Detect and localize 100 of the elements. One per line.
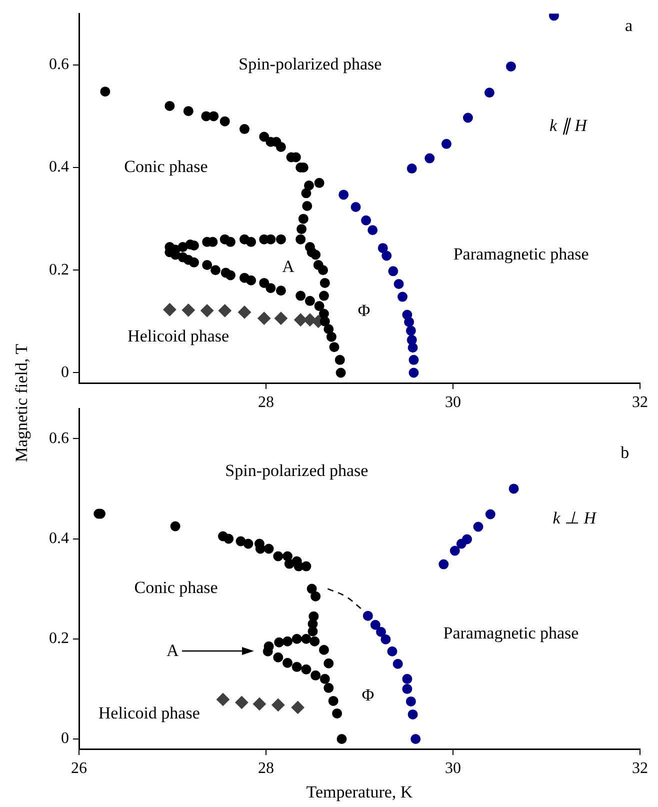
point [310,670,321,680]
point [406,164,417,174]
point [274,637,284,648]
annotation: b [620,443,630,462]
point [294,313,308,326]
x-tick-label: 30 [445,760,461,777]
point [243,538,254,549]
point [235,696,248,709]
point [410,734,421,744]
annotation: Spin-polarized phase [238,54,382,74]
point [408,354,419,365]
point [324,682,334,693]
annotation: Conic phase [124,157,208,176]
x-tick-label: 32 [632,394,648,411]
point [404,316,414,327]
point [441,138,452,149]
x-axis-title: Temperature, K [306,782,414,802]
point [376,626,386,637]
point [402,674,412,684]
point [224,534,234,544]
point [408,709,418,720]
point [462,534,472,544]
point [378,243,388,254]
point [402,684,412,694]
point [406,696,416,706]
point [291,700,304,714]
point [273,652,284,662]
point [310,591,321,602]
point [301,634,312,644]
y-tick-label: 0.4 [49,530,69,547]
x-tick-label: 28 [258,394,274,411]
point [292,662,302,672]
point [438,559,449,570]
point [382,250,392,261]
annotation: k ⊥ H [552,508,598,528]
point [368,225,378,236]
point [320,674,330,684]
point [310,636,320,646]
point [408,342,418,353]
x-tick-label: 28 [258,760,274,777]
annotation: Helicoid phase [128,326,230,346]
annotation: A [166,640,180,660]
annotation: Φ [358,300,370,320]
point [392,658,403,669]
point [473,522,484,532]
point [370,620,380,630]
point [182,304,195,317]
point [252,697,266,710]
point [362,610,373,621]
y-tick-label: 0 [61,364,69,381]
point [303,313,316,326]
point [274,312,288,325]
x-tick-label: 30 [445,394,461,411]
point [318,644,329,655]
point [388,266,398,276]
point [301,664,312,674]
point [380,634,391,644]
point [324,658,334,668]
point [282,636,293,646]
point [485,509,496,520]
annotation: Φ [362,685,374,704]
point [292,634,302,644]
point [216,692,230,706]
point [258,312,271,325]
point [306,584,317,594]
point [394,278,404,289]
y-tick-label: 0.6 [49,56,69,74]
point [163,303,176,316]
point [506,61,516,72]
point [350,202,361,212]
point [462,112,473,123]
point [508,484,519,494]
y-tick-label: 0.6 [49,430,69,447]
y-tick-label: 0.4 [49,158,69,176]
y-axis-title: Magnetic field, T [12,344,32,462]
annotation: Helicoid phase [98,703,200,722]
y-tick-label: 0.2 [49,630,69,648]
point [238,306,251,319]
point [273,551,284,562]
point [282,658,293,668]
point [336,734,347,744]
y-tick-label: 0.2 [49,261,69,278]
point [398,292,408,302]
point [328,696,338,706]
point [387,646,398,656]
annotation: Paramagnetic phase [443,623,579,642]
point [200,304,214,318]
point [308,626,318,636]
point [332,708,342,718]
x-tick-label: 26 [71,760,87,777]
y-tick-label: 0 [61,730,69,748]
point [424,153,435,164]
point [484,88,494,98]
annotation: Conic phase [134,578,218,598]
point [218,304,232,318]
point [301,561,312,572]
annotation: A [282,257,296,276]
point [170,521,180,532]
point [406,326,416,336]
point [272,698,285,712]
